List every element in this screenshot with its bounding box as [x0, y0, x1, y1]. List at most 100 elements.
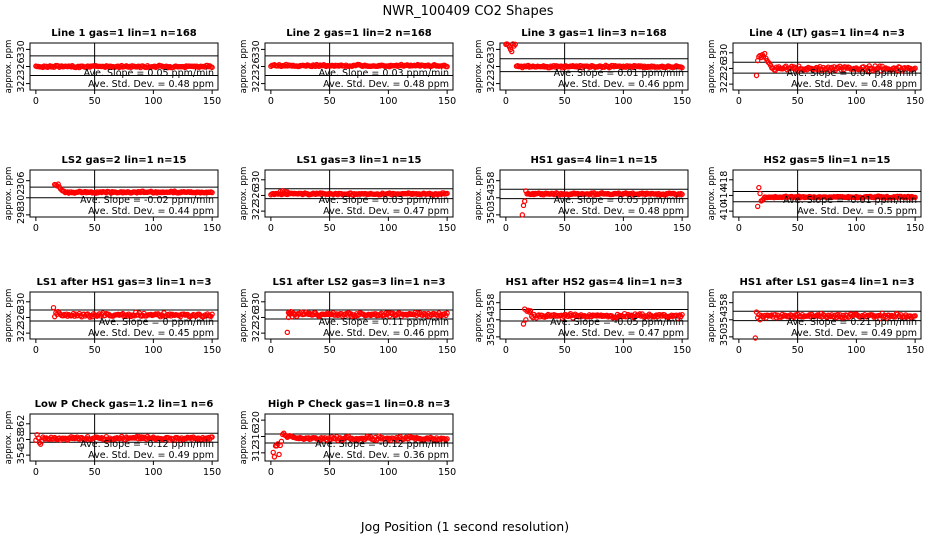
- ave-std-dev-label: Ave. Std. Dev. = 0.46 ppm: [323, 328, 449, 339]
- x-tick-label: 150: [906, 223, 924, 234]
- y-axis-label: approx. ppm: [4, 40, 14, 94]
- data-point: [209, 64, 215, 71]
- y-tick-label: 354: [486, 311, 497, 329]
- panel-title: HS1 after HS2 gas=4 lin=1 n=3: [505, 277, 682, 288]
- data-point: [209, 189, 215, 196]
- data-point: [209, 311, 215, 317]
- data-point: [160, 313, 166, 319]
- figure-x-axis-label: Jog Position (1 second resolution): [360, 519, 569, 534]
- y-axis-label: approx. ppm: [707, 40, 717, 94]
- x-tick-label: 100: [379, 345, 397, 356]
- x-tick-label: 50: [324, 96, 336, 107]
- panel-title: LS1 after LS2 gas=3 lin=1 n=3: [272, 277, 445, 288]
- x-tick-label: 100: [847, 223, 865, 234]
- data-point: [527, 308, 534, 314]
- x-tick-label: 50: [559, 223, 571, 234]
- y-tick-label: 414: [719, 186, 730, 204]
- y-tick-label: 350: [486, 206, 497, 224]
- x-tick-label: 150: [673, 96, 691, 107]
- x-tick-label: 150: [438, 96, 456, 107]
- y-axis-label: approx. ppm: [4, 167, 14, 221]
- ave-slope-label: Ave. Slope = 0.03 ppm/min: [319, 68, 449, 79]
- x-tick-label: 100: [614, 96, 632, 107]
- ave-slope-label: Ave. Slope = -0.02 ppm/min: [80, 195, 214, 206]
- y-tick-label: 322: [251, 75, 262, 93]
- data-point: [278, 438, 285, 445]
- x-tick-label: 100: [614, 345, 632, 356]
- ave-slope-label: Ave. Slope = 0.11 ppm/min: [319, 317, 449, 328]
- x-tick-label: 0: [268, 96, 274, 107]
- ave-std-dev-label: Ave. Std. Dev. = 0.48 ppm: [558, 206, 684, 217]
- y-axis-label: approx. ppm: [474, 40, 484, 94]
- data-point: [271, 454, 278, 460]
- data-point: [789, 193, 795, 200]
- y-tick-label: 326: [16, 57, 27, 75]
- y-tick-label: 350: [719, 328, 730, 346]
- data-point: [123, 312, 130, 318]
- y-tick-label: 322: [16, 75, 27, 93]
- data-point: [757, 190, 763, 197]
- x-tick-label: 50: [89, 467, 101, 478]
- ave-slope-label: Ave. Slope = 0.03 ppm/min: [319, 195, 449, 206]
- data-point: [906, 194, 912, 200]
- y-tick-label: 316: [251, 427, 262, 445]
- data-point: [332, 312, 339, 318]
- y-axis-label: approx. ppm: [239, 167, 249, 221]
- plot-frame: [732, 42, 922, 91]
- data-point: [912, 65, 918, 71]
- y-tick-label: 322: [486, 75, 497, 93]
- ave-slope-label: Ave. Slope = -0.12 ppm/min: [80, 439, 214, 450]
- y-tick-label: 410: [719, 202, 730, 220]
- x-tick-label: 100: [379, 467, 397, 478]
- panel-title: LS1 gas=3 lin=1 n=15: [297, 155, 422, 166]
- y-tick-label: 358: [486, 172, 497, 190]
- x-tick-label: 100: [847, 345, 865, 356]
- data-point: [276, 451, 282, 458]
- x-tick-label: 0: [736, 96, 742, 107]
- data-point: [183, 435, 189, 442]
- y-axis-label: approx. ppm: [4, 289, 14, 343]
- data-point: [444, 190, 450, 197]
- ave-std-dev-label: Ave. Std. Dev. = 0.47 ppm: [323, 206, 449, 217]
- y-tick-label: 326: [486, 57, 497, 75]
- data-point: [620, 313, 627, 320]
- panel-7: HS1 gas=4 lin=1 n=15 0 50 100 150 350354358ap…: [474, 155, 691, 234]
- data-point: [679, 64, 685, 71]
- data-point: [619, 64, 625, 71]
- data-point: [209, 434, 215, 440]
- x-tick-label: 0: [503, 96, 509, 107]
- panel-title: HS1 gas=4 lin=1 n=15: [531, 155, 658, 166]
- panel-6: LS1 gas=3 lin=1 n=15 0 50 100 150 322326330ap…: [239, 155, 456, 234]
- x-tick-label: 150: [203, 467, 221, 478]
- ave-std-dev-label: Ave. Std. Dev. = 0.48 ppm: [88, 79, 214, 90]
- y-tick-label: 358: [486, 294, 497, 312]
- y-tick-label: 330: [486, 40, 497, 58]
- y-axis-label: approx. ppm: [707, 289, 717, 343]
- data-point: [34, 432, 40, 438]
- y-tick-label: 326: [251, 308, 262, 326]
- data-point: [270, 449, 276, 456]
- y-tick-label: 350: [486, 328, 497, 346]
- data-point: [424, 435, 430, 441]
- x-tick-label: 50: [324, 345, 336, 356]
- y-tick-label: 354: [486, 189, 497, 207]
- y-tick-label: 330: [16, 40, 27, 58]
- panel-title: Low P Check gas=1.2 lin=1 n=6: [35, 399, 214, 410]
- y-tick-label: 326: [251, 186, 262, 204]
- panel-title: Line 3 gas=1 lin=3 n=168: [521, 28, 667, 39]
- ave-slope-label: Ave. Slope = -0.01 ppm/min: [783, 195, 917, 206]
- plot-frame: [732, 291, 922, 340]
- x-tick-label: 50: [792, 223, 804, 234]
- x-tick-label: 100: [144, 345, 162, 356]
- data-point: [523, 317, 529, 323]
- x-tick-label: 50: [89, 223, 101, 234]
- y-tick-label: 358: [719, 294, 730, 312]
- panel-title: LS1 after HS1 gas=3 lin=1 n=3: [36, 277, 211, 288]
- data-point: [772, 311, 779, 318]
- panel-2: Line 2 gas=1 lin=2 n=168 0 50 100 150 3223263…: [239, 28, 456, 107]
- y-axis-label: approx. ppm: [707, 167, 717, 221]
- panel-title: Line 4 (LT) gas=1 lin=4 n=3: [749, 28, 905, 39]
- data-point: [627, 191, 634, 197]
- plot-frame: [499, 169, 689, 218]
- panel-4: Line 4 (LT) gas=1 lin=4 n=30 50 100 1503223…: [707, 28, 924, 107]
